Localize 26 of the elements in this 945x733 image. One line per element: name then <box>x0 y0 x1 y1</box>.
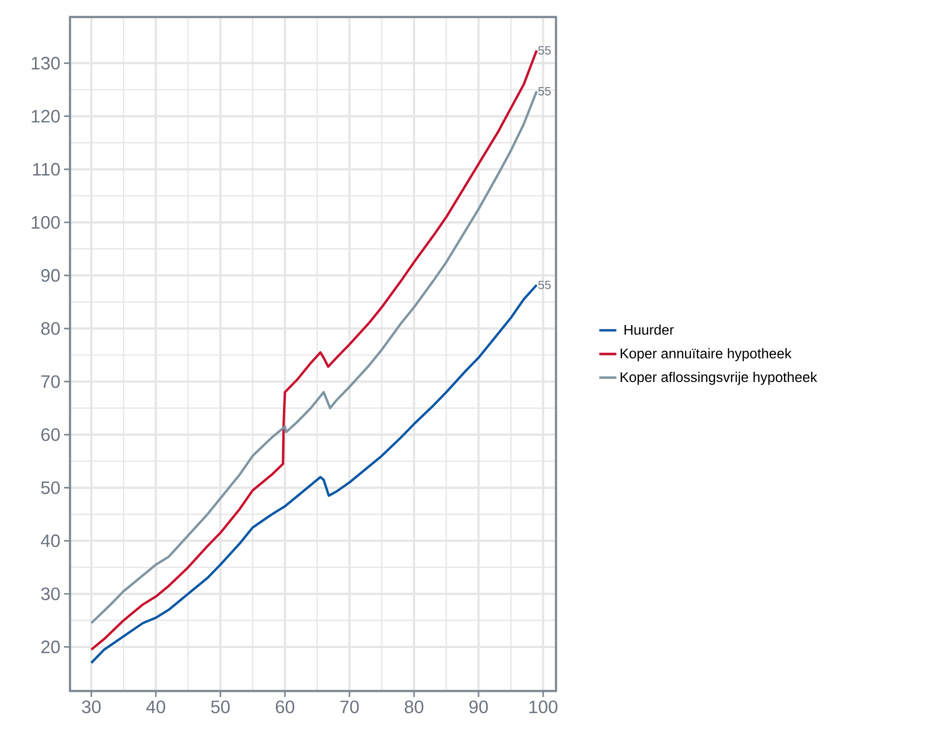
x-tick-label: 70 <box>340 700 359 714</box>
y-tick-label: 40 <box>40 534 60 548</box>
legend-label: Koper annuïtaire hypotheek <box>620 348 792 362</box>
legend-label: Huurder <box>624 324 674 335</box>
x-tick-label: 40 <box>146 700 166 714</box>
x-tick-label: 90 <box>469 700 488 714</box>
y-tick-label: 80 <box>41 322 60 335</box>
x-tick-label: 80 <box>404 700 424 714</box>
x-tick-label: 100 <box>529 700 558 714</box>
y-tick-label: 60 <box>41 428 60 442</box>
y-tick-label: 90 <box>41 269 60 282</box>
legend-label: Koper aflossingsvrije hypotheek <box>620 372 818 385</box>
annotation: 55 <box>538 87 551 96</box>
y-tick-label: 100 <box>32 216 60 229</box>
x-tick-label: 60 <box>276 700 294 714</box>
y-tick-label: 70 <box>41 375 60 388</box>
y-tick-label: 30 <box>41 587 60 600</box>
x-tick-label: 50 <box>211 700 230 714</box>
annotation: 55 <box>538 46 551 55</box>
annotation: 55 <box>538 280 551 290</box>
y-tick-label: 130 <box>32 56 60 70</box>
y-tick-label: 120 <box>32 110 60 123</box>
y-tick-label: 20 <box>41 640 60 654</box>
y-tick-label: 110 <box>33 162 60 176</box>
x-tick-label: 30 <box>82 700 101 714</box>
y-tick-label: 50 <box>41 481 60 494</box>
